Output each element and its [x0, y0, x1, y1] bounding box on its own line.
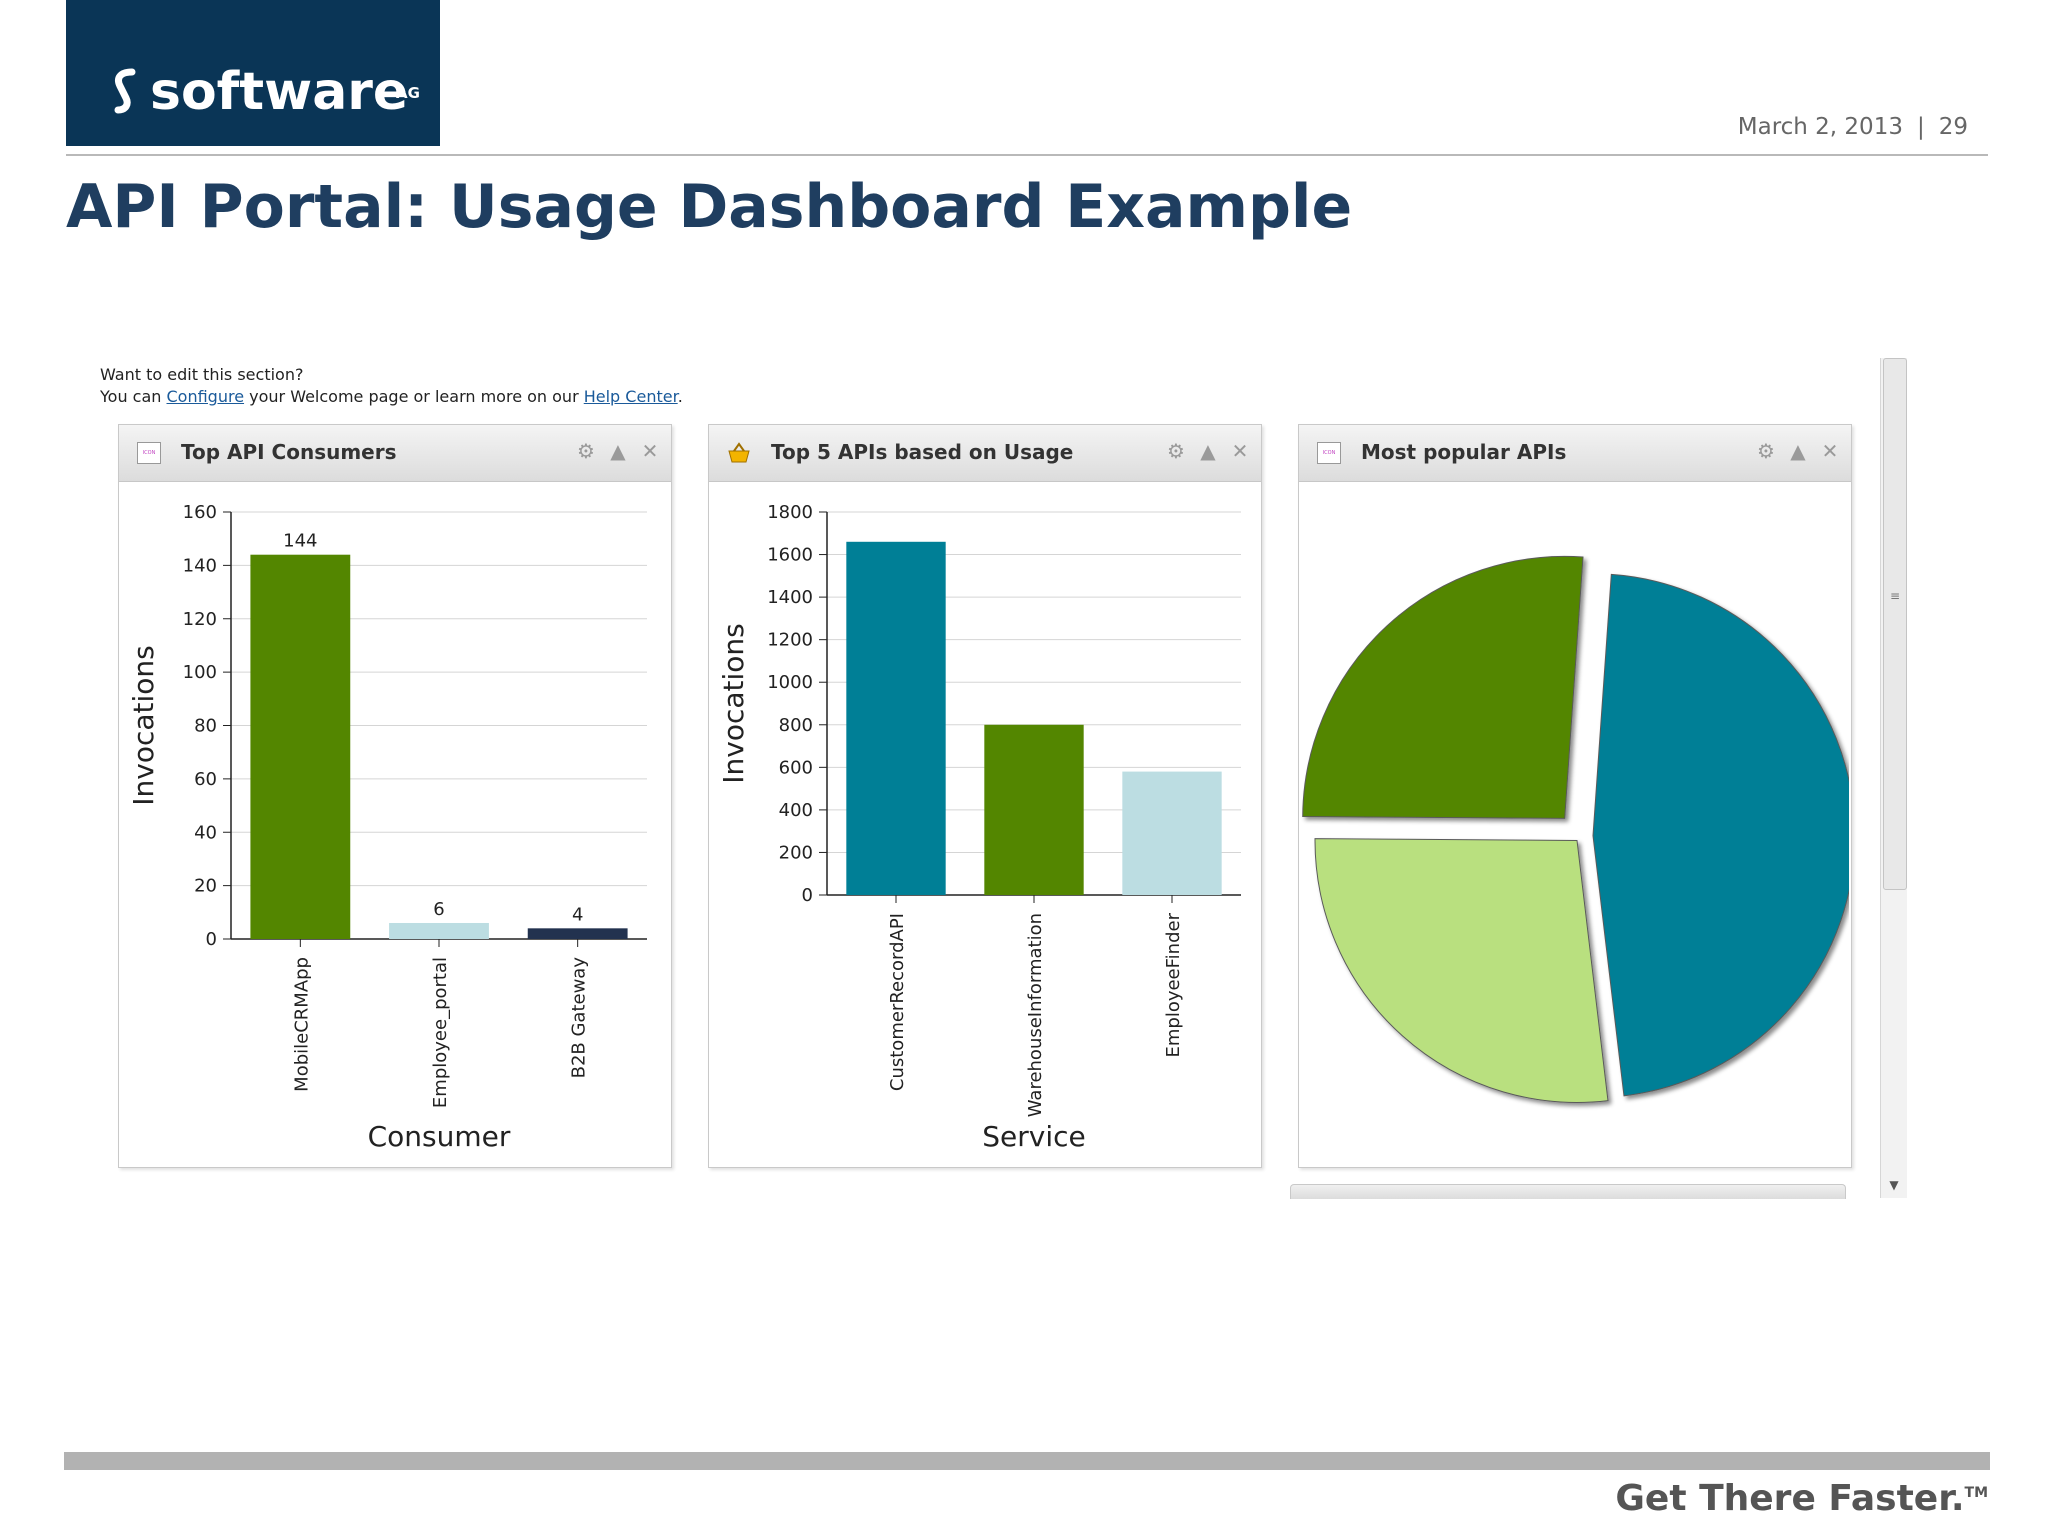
- collapse-icon[interactable]: ▲: [1200, 439, 1216, 463]
- y-tick-label: 160: [183, 502, 217, 523]
- panel-title: Most popular APIs: [1361, 440, 1567, 464]
- y-tick-label: 400: [779, 800, 813, 821]
- tagline-text: Get There Faster.: [1615, 1478, 1965, 1519]
- pie-chart-popular-apis: [1302, 555, 1849, 1103]
- help-center-link[interactable]: Help Center: [583, 387, 678, 406]
- close-icon[interactable]: ✕: [641, 439, 659, 463]
- intro-text: Want to edit this section? You can Confi…: [100, 364, 683, 408]
- y-tick-label: 800: [779, 715, 813, 736]
- intro-prefix: You can: [100, 387, 167, 406]
- bar: [1122, 771, 1222, 895]
- data-label: 6: [433, 899, 444, 920]
- panel-top-5-apis: Top 5 APIs based on Usage ⚙ ▲ ✕ 0 200 400 6…: [708, 424, 1262, 1168]
- bar: [527, 928, 628, 939]
- category-label: CustomerRecordAPI: [887, 913, 908, 1091]
- intro-line2: You can Configure your Welcome page or l…: [100, 386, 683, 408]
- x-axis-title: Service: [982, 1120, 1085, 1153]
- bar-chart-consumers: 0 20 40 60 80 100 120 140 160 144 MobileCRMApp 6 Emp…: [127, 502, 647, 1153]
- software-ag-logo: software AG: [66, 0, 440, 146]
- y-tick-label: 60: [194, 769, 217, 790]
- collapse-icon[interactable]: ▲: [610, 439, 626, 463]
- category-label: MobileCRMApp: [291, 957, 312, 1092]
- panel-body: 0 200 400 600 800 1000 1200 1400 1600 1800 Custome…: [709, 482, 1261, 1167]
- date-text: March 2, 2013: [1737, 114, 1903, 140]
- close-icon[interactable]: ✕: [1821, 439, 1839, 463]
- logo-text: software: [150, 62, 409, 122]
- dashboard-screenshot: Want to edit this section? You can Confi…: [90, 358, 1910, 1208]
- data-label: 4: [572, 904, 583, 925]
- collapse-icon[interactable]: ▲: [1790, 439, 1806, 463]
- y-tick-label: 1600: [767, 545, 813, 566]
- y-tick-label: 0: [802, 885, 813, 906]
- basket-icon: [727, 442, 750, 463]
- panel-header: ICON Most popular APIs ⚙ ▲ ✕: [1299, 425, 1851, 482]
- category-label: EmployeeFinder: [1163, 912, 1184, 1057]
- portlet-icon: ICON: [137, 442, 161, 464]
- scroll-down-icon[interactable]: ▼: [1889, 1178, 1899, 1192]
- scroll-thumb[interactable]: ≡: [1883, 358, 1907, 890]
- logo-s-icon: [114, 68, 136, 114]
- y-tick-label: 80: [194, 716, 217, 737]
- panel-title: Top 5 APIs based on Usage: [771, 440, 1074, 464]
- intro-middle: your Welcome page or learn more on our: [244, 387, 584, 406]
- slide-title: API Portal: Usage Dashboard Example: [66, 172, 1353, 242]
- panel-header: ICON Top API Consumers ⚙ ▲ ✕: [119, 425, 671, 482]
- y-tick-label: 600: [779, 757, 813, 778]
- header-divider: [66, 154, 1988, 156]
- panel-tools: ⚙ ▲ ✕: [575, 439, 661, 463]
- y-tick-label: 40: [194, 822, 217, 843]
- pie-slice: [1302, 555, 1584, 819]
- gear-icon[interactable]: ⚙: [1167, 439, 1185, 463]
- y-tick-label: 100: [183, 662, 217, 683]
- bar: [846, 541, 946, 895]
- y-tick-label: 1000: [767, 672, 813, 693]
- footer-tagline: Get There Faster.TM: [1615, 1478, 1988, 1519]
- bar: [389, 922, 489, 939]
- y-tick-label: 1200: [767, 630, 813, 651]
- bar: [984, 724, 1084, 895]
- gear-icon[interactable]: ⚙: [577, 439, 595, 463]
- category-label: WarehouseInformation: [1025, 913, 1046, 1117]
- portlet-icon: ICON: [1317, 442, 1341, 464]
- x-axis-title: Consumer: [368, 1120, 511, 1153]
- panel-header: Top 5 APIs based on Usage ⚙ ▲ ✕: [709, 425, 1261, 482]
- bar-chart-apis: 0 200 400 600 800 1000 1200 1400 1600 1800 Custome…: [717, 502, 1241, 1153]
- panel-title: Top API Consumers: [181, 440, 397, 464]
- pie-slice: [1592, 573, 1849, 1097]
- y-axis-title: Invocations: [717, 623, 750, 783]
- configure-link[interactable]: Configure: [166, 387, 245, 406]
- panel-body: 0 20 40 60 80 100 120 140 160 144 MobileCRMApp 6 Emp…: [119, 482, 671, 1167]
- page-number: 29: [1938, 114, 1968, 140]
- footer-bar: [64, 1452, 1990, 1470]
- pie-slice: [1314, 838, 1609, 1103]
- date-separator: |: [1916, 114, 1925, 140]
- vertical-scrollbar[interactable]: ≡ ▼: [1880, 358, 1907, 1198]
- y-axis-title: Invocations: [127, 645, 160, 805]
- trademark: TM: [1964, 1485, 1988, 1501]
- close-icon[interactable]: ✕: [1231, 439, 1249, 463]
- slide-date: March 2, 2013 | 29: [1738, 114, 1968, 140]
- data-label: 144: [283, 531, 317, 552]
- panel-body: [1299, 482, 1851, 1167]
- category-label: B2B Gateway: [569, 957, 590, 1079]
- next-panel-edge: [1290, 1184, 1846, 1199]
- y-tick-label: 120: [183, 609, 217, 630]
- panel-most-popular-apis: ICON Most popular APIs ⚙ ▲ ✕: [1298, 424, 1852, 1168]
- y-tick-label: 200: [779, 842, 813, 863]
- y-tick-label: 1400: [767, 587, 813, 608]
- y-tick-label: 20: [194, 876, 217, 897]
- bar: [250, 554, 351, 939]
- y-tick-label: 1800: [767, 502, 813, 523]
- logo-suffix: AG: [396, 84, 420, 102]
- y-tick-label: 140: [183, 555, 217, 576]
- gear-icon[interactable]: ⚙: [1757, 439, 1775, 463]
- panel-tools: ⚙ ▲ ✕: [1165, 439, 1251, 463]
- panel-tools: ⚙ ▲ ✕: [1755, 439, 1841, 463]
- panel-top-api-consumers: ICON Top API Consumers ⚙ ▲ ✕ 0 20 40 60 80 10…: [118, 424, 672, 1168]
- category-label: Employee_portal: [430, 957, 451, 1108]
- y-tick-label: 0: [206, 929, 217, 950]
- intro-line1: Want to edit this section?: [100, 365, 304, 384]
- intro-suffix: .: [677, 387, 683, 406]
- scroll-grip-icon: ≡: [1889, 589, 1901, 603]
